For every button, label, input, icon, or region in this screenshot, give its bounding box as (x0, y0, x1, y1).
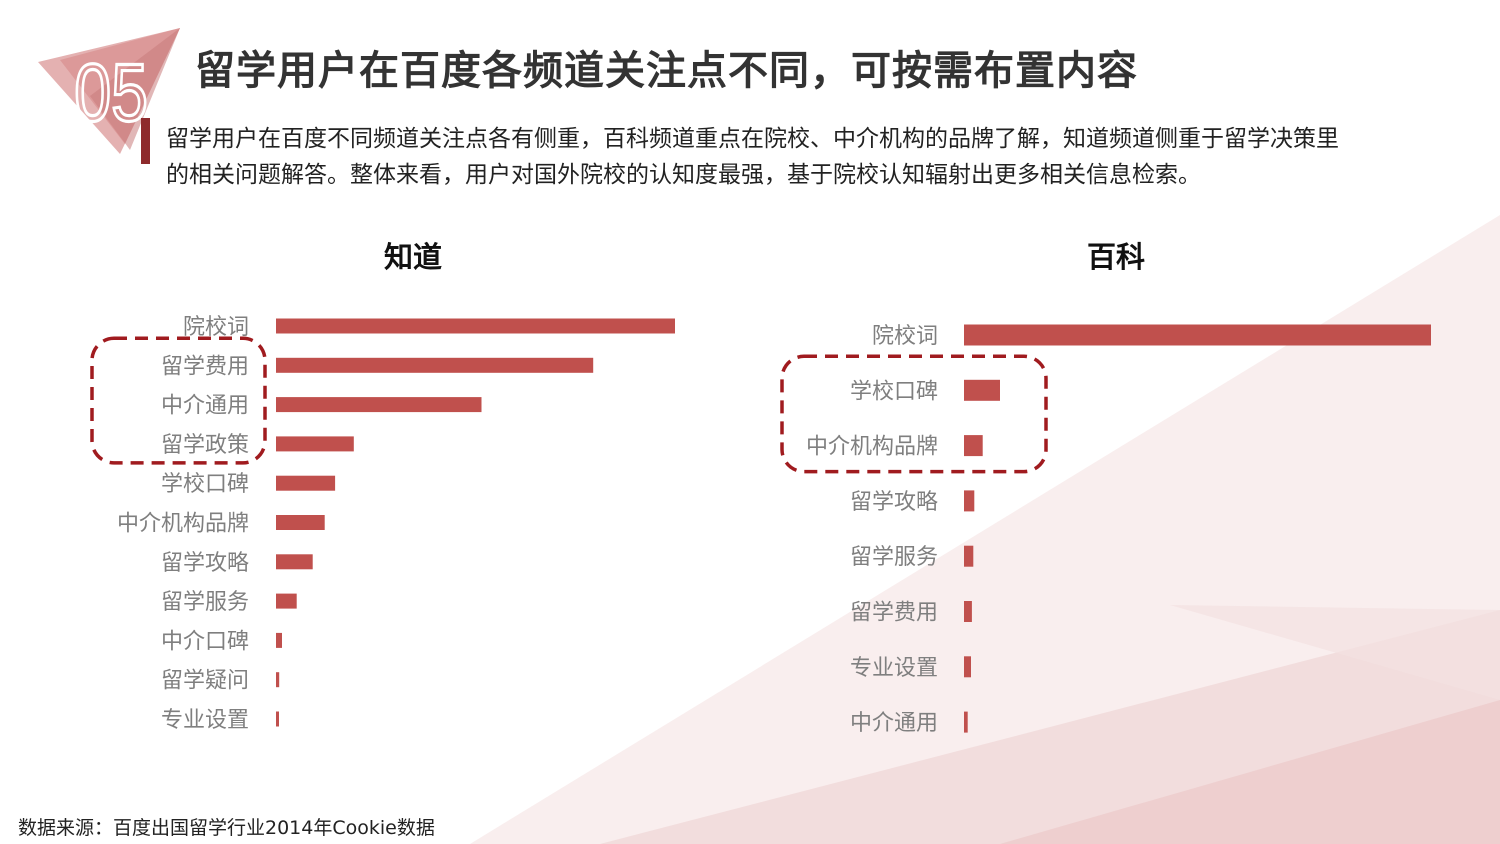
bar-zhidao-10 (276, 711, 279, 727)
bar-zhidao-9 (276, 672, 280, 688)
bar-zhidao-5 (276, 515, 325, 530)
category-label-zhidao-9: 留学疑问 (161, 669, 249, 694)
bar-baike-4 (964, 545, 974, 567)
chart-title-baike: 百科 (1087, 240, 1146, 274)
category-label-zhidao-4: 学校口碑 (161, 472, 249, 497)
category-label-zhidao-7: 留学服务 (161, 590, 249, 615)
bar-baike-3 (964, 490, 975, 512)
bar-baike-1 (964, 379, 1000, 401)
category-label-zhidao-6: 留学攻略 (161, 551, 249, 576)
description-accent-bar (141, 118, 150, 164)
source-note: 数据来源：百度出国留学行业2014年Cookie数据 (18, 817, 435, 839)
bar-zhidao-7 (276, 593, 297, 609)
bar-zhidao-3 (276, 436, 354, 452)
section-number: 05 (74, 47, 148, 138)
bar-zhidao-1 (276, 357, 594, 373)
page-title: 留学用户在百度各频道关注点不同，可按需布置内容 (195, 48, 1138, 94)
section-badge: 05 (30, 26, 190, 156)
bar-zhidao-0 (276, 318, 675, 334)
category-label-zhidao-10: 专业设置 (161, 708, 249, 733)
category-label-zhidao-2: 中介通用 (161, 394, 249, 419)
chart-title-zhidao: 知道 (384, 240, 443, 274)
highlight-box-baike (780, 354, 1048, 474)
category-label-baike-4: 留学服务 (850, 545, 938, 570)
category-label-baike-3: 留学攻略 (850, 490, 938, 515)
category-label-baike-5: 留学费用 (850, 601, 938, 626)
description-text: 留学用户在百度不同频道关注点各有侧重，百科频道重点在院校、中介机构的品牌了解，知… (166, 126, 1339, 188)
bar-baike-5 (964, 601, 972, 622)
category-label-baike-2: 中介机构品牌 (806, 435, 938, 460)
category-label-zhidao-1: 留学费用 (161, 354, 249, 379)
bar-zhidao-6 (276, 554, 313, 570)
category-label-zhidao-3: 留学政策 (161, 433, 249, 458)
bar-zhidao-2 (276, 397, 482, 413)
category-label-baike-0: 院校词 (872, 324, 938, 349)
bar-baike-0 (964, 324, 1431, 346)
bar-baike-7 (964, 711, 968, 733)
bar-baike-6 (964, 656, 971, 678)
category-label-baike-7: 中介通用 (850, 711, 938, 736)
bar-zhidao-4 (276, 475, 336, 491)
category-label-zhidao-0: 院校词 (183, 315, 249, 340)
category-label-baike-6: 专业设置 (850, 656, 938, 681)
bar-zhidao-8 (276, 632, 282, 648)
category-label-baike-1: 学校口碑 (850, 379, 938, 404)
highlight-box-zhidao (90, 336, 267, 465)
category-label-zhidao-8: 中介口碑 (161, 629, 249, 654)
bar-baike-2 (964, 435, 983, 457)
category-label-zhidao-5: 中介机构品牌 (117, 512, 249, 537)
